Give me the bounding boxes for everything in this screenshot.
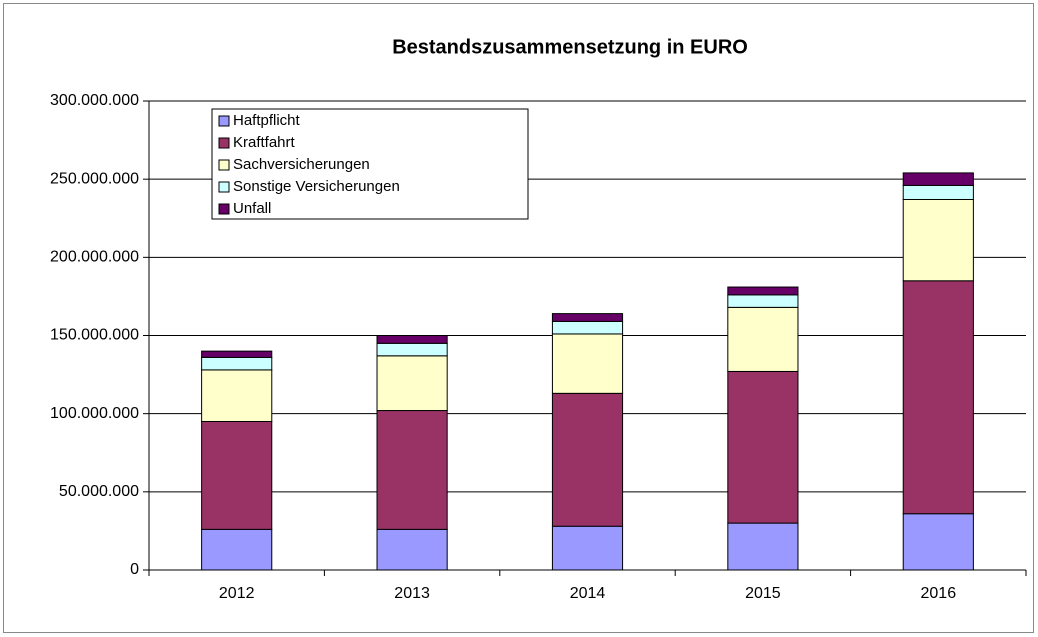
bar-segment <box>551 313 624 322</box>
chart-frame <box>3 3 1034 633</box>
x-tick-label: 2014 <box>570 585 606 602</box>
bar-segment <box>551 320 624 335</box>
bar-segment <box>201 528 273 571</box>
y-tick-label: 200.000.000 <box>50 249 139 266</box>
bar-segment <box>902 198 974 282</box>
legend-label: Kraftfahrt <box>233 134 296 151</box>
bar-segment <box>727 370 799 524</box>
y-tick-label: 150.000.000 <box>50 327 139 344</box>
bar-segment <box>727 306 799 372</box>
bar-segment <box>727 522 799 571</box>
legend-swatch <box>218 203 230 215</box>
legend-box <box>211 108 529 220</box>
chart-title: Bestandszusammensetzung in EURO <box>392 36 748 58</box>
y-tick-label: 250.000.000 <box>50 170 139 187</box>
bar-segment <box>727 286 799 296</box>
bar-segment <box>902 513 974 571</box>
bar-segment <box>902 184 974 200</box>
bar-segment <box>376 335 448 344</box>
bar-segment <box>376 342 448 357</box>
legend-swatch <box>218 137 230 149</box>
bar-segment <box>551 525 624 571</box>
legend-label: Sachversicherungen <box>233 156 370 173</box>
bar-segment <box>376 355 448 412</box>
legend-label: Haftpflicht <box>233 112 301 129</box>
bar-segment <box>201 369 273 422</box>
y-tick-label: 0 <box>130 561 139 578</box>
bar-segment <box>376 528 448 571</box>
x-tick-label: 2013 <box>394 585 430 602</box>
bar-segment <box>201 350 273 358</box>
bar-segment <box>727 294 799 308</box>
x-tick-label: 2015 <box>745 585 781 602</box>
legend-swatch <box>218 181 230 193</box>
bar-segment <box>376 410 448 530</box>
x-tick-label: 2016 <box>921 585 957 602</box>
bar-segment <box>551 333 624 394</box>
bar-segment <box>551 392 624 527</box>
y-tick-label: 50.000.000 <box>59 483 139 500</box>
bar-segment <box>201 420 273 530</box>
legend-swatch <box>218 115 230 127</box>
legend-swatch <box>218 159 230 171</box>
legend-label: Unfall <box>233 200 271 217</box>
legend-label: Sonstige Versicherungen <box>233 178 400 195</box>
y-tick-label: 300.000.000 <box>50 92 139 109</box>
y-tick-label: 100.000.000 <box>50 405 139 422</box>
bar-segment <box>201 356 273 371</box>
x-tick-label: 2012 <box>219 585 255 602</box>
bar-segment <box>902 172 974 186</box>
bar-segment <box>902 280 974 515</box>
